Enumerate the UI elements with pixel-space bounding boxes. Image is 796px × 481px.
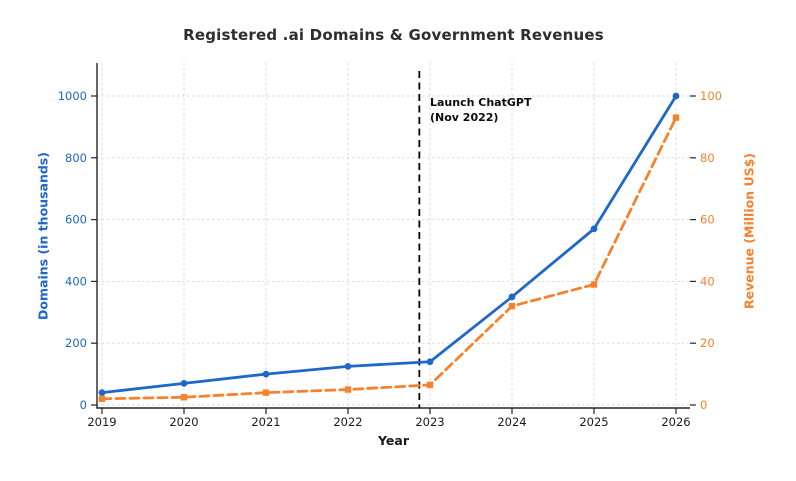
x-tick-label: 2022	[333, 415, 362, 429]
x-tick-label: 2021	[251, 415, 280, 429]
annotation-line-2: (Nov 2022)	[430, 111, 499, 124]
right-tick-label: 100	[700, 89, 722, 103]
right-tick-label: 20	[700, 336, 715, 350]
left-tick-label: 600	[65, 213, 87, 227]
data-point-domains	[426, 358, 434, 366]
x-tick-label: 2020	[169, 415, 198, 429]
chart-title: Registered .ai Domains & Government Reve…	[183, 26, 604, 44]
series-line-domains	[100, 94, 678, 395]
data-point-domains	[98, 389, 106, 397]
left-tick-label: 200	[65, 336, 87, 350]
x-axis-label: Year	[378, 433, 409, 448]
data-point-domains	[262, 370, 270, 378]
data-point-revenue	[98, 395, 106, 403]
data-point-domains	[672, 92, 680, 100]
right-tick-label: 0	[700, 398, 707, 412]
data-point-domains	[508, 293, 516, 301]
data-point-revenue	[590, 281, 598, 288]
data-point-revenue	[508, 302, 516, 310]
data-point-revenue	[426, 381, 434, 389]
left-y-axis-label: Domains (in thousands)	[35, 152, 51, 320]
data-point-revenue	[262, 389, 270, 396]
data-point-domains	[590, 225, 598, 233]
data-point-revenue	[672, 114, 680, 121]
left-tick-label: 400	[65, 274, 87, 288]
x-tick-label: 2023	[415, 415, 444, 429]
right-tick-label: 60	[700, 213, 715, 227]
left-tick-label: 800	[65, 151, 87, 165]
x-tick-label: 2026	[661, 415, 690, 429]
series-line-revenue	[100, 116, 678, 401]
data-point-domains	[180, 379, 188, 387]
x-tick-label: 2019	[87, 415, 116, 429]
annotation-line-1: Launch ChatGPT	[430, 96, 532, 109]
right-tick-label: 40	[700, 274, 715, 288]
right-tick-label: 80	[700, 151, 715, 165]
data-point-domains	[344, 362, 352, 370]
left-tick-label: 0	[80, 398, 87, 412]
right-y-axis-label: Revenue (Million US$)	[741, 152, 757, 310]
data-point-revenue	[180, 394, 188, 401]
left-tick-label: 1000	[58, 89, 87, 103]
x-tick-label: 2024	[497, 415, 526, 429]
annotation-launch-chatgpt: Launch ChatGPT (Nov 2022)	[430, 95, 531, 125]
x-tick-label: 2025	[579, 415, 608, 429]
data-point-revenue	[344, 386, 352, 393]
